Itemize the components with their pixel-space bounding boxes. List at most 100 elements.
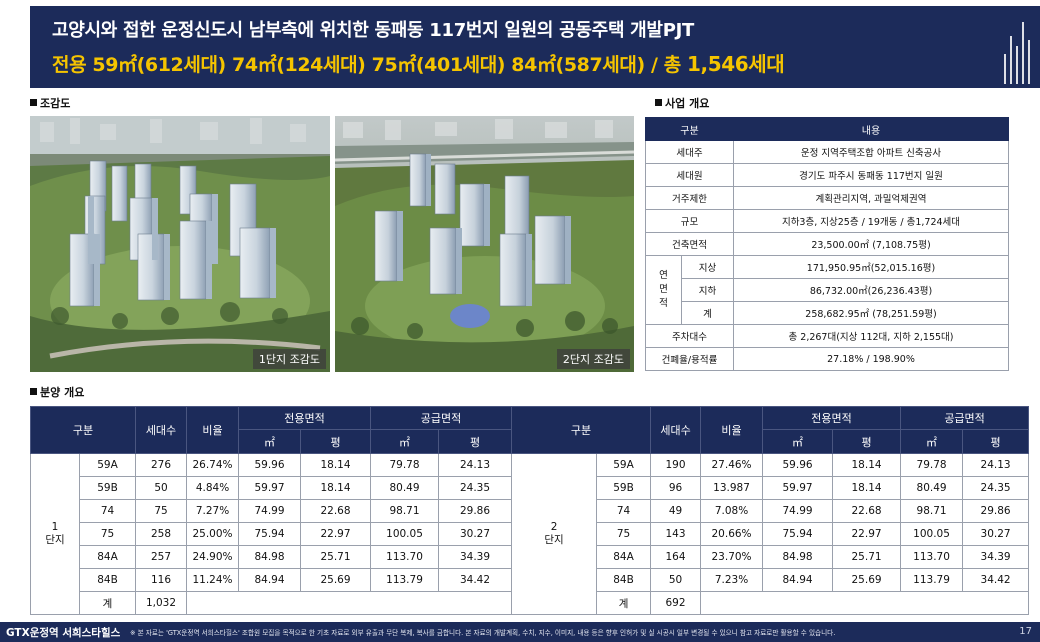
overview-row-label: 지상 — [681, 255, 734, 279]
sales-header-units: 세대수 — [135, 406, 187, 454]
table-cell: 80.49 — [900, 476, 964, 500]
table-cell: 84.98 — [762, 545, 834, 569]
table-cell: 257 — [135, 545, 187, 569]
sales-header-sqm: ㎡ — [238, 429, 301, 454]
sales-header-pyeong: 평 — [438, 429, 513, 454]
total-label: 계 — [596, 591, 652, 615]
overview-row-value: 27.18% / 198.90% — [733, 347, 1009, 371]
overview-row-value: 지하3층, 지상25층 / 19개동 / 총1,724세대 — [733, 209, 1009, 233]
table-cell: 84.98 — [238, 545, 301, 569]
table-cell: 100.05 — [900, 522, 964, 546]
table-cell: 113.79 — [900, 568, 964, 592]
table-cell: 27.46% — [700, 453, 764, 477]
table-cell: 7.27% — [186, 499, 239, 523]
total-units: 692 — [650, 591, 702, 615]
table-cell: 59B — [596, 476, 652, 500]
table-cell: 59A — [79, 453, 136, 477]
overview-section-label: 사업 개요 — [655, 95, 709, 111]
sales-header-ratio: 비율 — [700, 406, 764, 454]
title-banner: 고양시와 접한 운정신도시 남부측에 위치한 동패동 117번지 일원의 공동주… — [30, 6, 1040, 88]
sales-section-label: 분양 개요 — [30, 384, 84, 400]
unit-total: 1,546세대 — [687, 52, 785, 76]
total-label: 계 — [79, 591, 136, 615]
sales-header-sqm: ㎡ — [762, 429, 834, 454]
total-empty — [185, 591, 513, 615]
overview-row-label: 주차대수 — [645, 324, 734, 348]
table-cell: 84A — [596, 545, 652, 569]
table-cell: 34.39 — [438, 545, 513, 569]
table-cell: 25.71 — [299, 545, 372, 569]
table-cell: 30.27 — [962, 522, 1030, 546]
table-cell: 190 — [650, 453, 702, 477]
block-label-2: 2 단지 — [511, 453, 598, 615]
block-label-1: 1 단지 — [30, 453, 80, 615]
table-cell: 24.35 — [962, 476, 1030, 500]
table-cell: 75 — [135, 499, 187, 523]
table-cell: 276 — [135, 453, 187, 477]
sales-subheader-row: ㎡ 평 ㎡ 평 ㎡ 평 ㎡ 평 — [31, 429, 1030, 454]
table-cell: 84B — [79, 568, 136, 592]
unit-summary-text: 전용 59㎡(612세대) 74㎡(124세대) 75㎡(401세대) 84㎡(… — [52, 54, 687, 76]
total-row: 계 1,032 계 692 — [31, 591, 1030, 615]
table-cell: 18.14 — [299, 476, 372, 500]
table-cell: 143 — [650, 522, 702, 546]
table-cell: 113.70 — [900, 545, 964, 569]
total-units: 1,032 — [135, 591, 187, 615]
square-bullet-icon — [655, 99, 662, 106]
overview-row-value: 86,732.00㎡(26,236.43평) — [733, 278, 1009, 302]
table-cell: 59A — [596, 453, 652, 477]
table-row: 75 258 25.00% 75.94 22.97 100.05 30.27 75 143 20… — [31, 522, 1030, 546]
overview-row-label: 거주제한 — [645, 186, 734, 210]
sales-header-supply: 공급면적 — [900, 406, 1030, 430]
table-cell: 84.94 — [238, 568, 301, 592]
overview-row-value: 23,500.00㎡ (7,108.75평) — [733, 232, 1009, 256]
sales-header-sqm: ㎡ — [900, 429, 964, 454]
image-caption: 2단지 조감도 — [556, 349, 630, 369]
table-cell: 59.97 — [762, 476, 834, 500]
table-cell: 18.14 — [832, 453, 902, 477]
table-cell: 59.96 — [238, 453, 301, 477]
sales-header-supply: 공급면적 — [370, 406, 513, 430]
overview-row: 주차대수 총 2,267대(지상 112대, 지하 2,155대) — [645, 324, 1009, 348]
table-cell: 13.987 — [700, 476, 764, 500]
sales-header-sqm: ㎡ — [370, 429, 440, 454]
table-cell: 18.14 — [299, 453, 372, 477]
table-cell: 49 — [650, 499, 702, 523]
table-cell: 24.13 — [438, 453, 513, 477]
table-cell: 84B — [596, 568, 652, 592]
table-cell: 59.96 — [762, 453, 834, 477]
table-cell: 113.70 — [370, 545, 440, 569]
sales-header-pyeong: 평 — [299, 429, 372, 454]
sales-header-row: 구분 세대수 비율 전용면적 공급면적 구분 세대수 비율 전용면적 공급면적 — [30, 406, 1030, 454]
brand-name: GTX운정역 서희스타힐스 — [6, 627, 121, 639]
table-cell: 74.99 — [762, 499, 834, 523]
page-number: 17 — [1019, 626, 1032, 637]
table-cell: 74 — [79, 499, 136, 523]
overview-row-value: 총 2,267대(지상 112대, 지하 2,155대) — [733, 324, 1009, 348]
table-cell: 75.94 — [238, 522, 301, 546]
square-bullet-icon — [30, 99, 37, 106]
table-cell: 75 — [596, 522, 652, 546]
table-cell: 11.24% — [186, 568, 239, 592]
table-cell: 7.23% — [700, 568, 764, 592]
overview-row-value: 171,950.95㎡(52,015.16평) — [733, 255, 1009, 279]
table-cell: 29.86 — [962, 499, 1030, 523]
table-cell: 22.97 — [832, 522, 902, 546]
table-cell: 29.86 — [438, 499, 513, 523]
overview-row: 건축면적 23,500.00㎡ (7,108.75평) — [645, 232, 1009, 256]
overview-row: 건폐율/용적률 27.18% / 198.90% — [645, 347, 1009, 371]
table-cell: 74 — [596, 499, 652, 523]
table-cell: 100.05 — [370, 522, 440, 546]
birdseye-image-block1: 1단지 조감도 — [30, 116, 330, 372]
overview-row-label: 지하 — [681, 278, 734, 302]
sales-table: 구분 세대수 비율 전용면적 공급면적 구분 세대수 비율 전용면적 공급면적 … — [30, 406, 1030, 615]
table-cell: 258 — [135, 522, 187, 546]
sales-header-type: 구분 — [511, 406, 652, 454]
total-empty — [700, 591, 1030, 615]
sales-header-pyeong: 평 — [832, 429, 902, 454]
table-cell: 84A — [79, 545, 136, 569]
table-cell: 24.35 — [438, 476, 513, 500]
table-cell: 75 — [79, 522, 136, 546]
table-cell: 25.69 — [299, 568, 372, 592]
overview-row-label: 규모 — [645, 209, 734, 233]
